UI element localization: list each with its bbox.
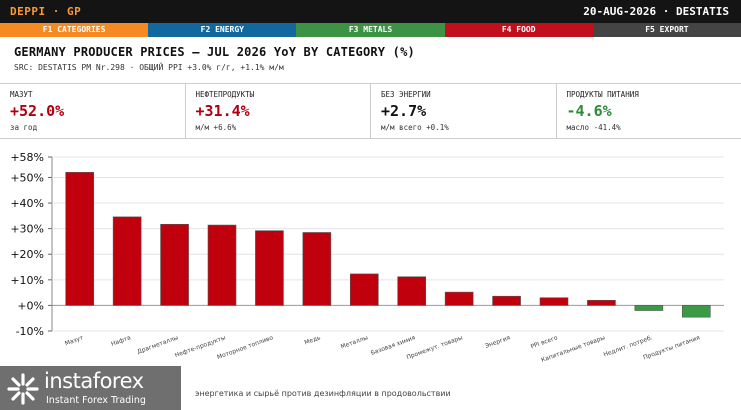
bar <box>349 273 379 306</box>
bar <box>255 230 284 306</box>
bar <box>65 172 95 306</box>
bar <box>492 295 521 306</box>
instaforex-logo-icon <box>7 373 39 405</box>
bar <box>302 232 332 306</box>
kpi-label: ПРОДУКТЫ ПИТАНИЯ <box>566 90 639 99</box>
bar <box>681 305 711 318</box>
y-tick-label: +50% <box>10 171 44 184</box>
y-tick-label: +20% <box>10 248 44 261</box>
y-tick-label: -10% <box>16 325 44 338</box>
bar-chart-svg: +58% +50% +40% +30% +20% +10% +0% -10% Мазут Нафт… <box>10 151 724 364</box>
y-tick-label: +40% <box>10 197 44 210</box>
kpi-card: МАЗУТ +52.0% за год <box>0 84 186 138</box>
kpi-sub: масло -41.4% <box>566 123 621 132</box>
x-tick-label: Мазут <box>64 334 85 347</box>
date-source: 20-AUG-2026 · DESTATIS <box>583 5 729 18</box>
bar <box>634 305 664 311</box>
watermark-logo: instaforex Instant Forex Trading <box>0 366 181 410</box>
kpi-strip: МАЗУТ +52.0% за год НЕФТЕПРОДУКТЫ +31.4%… <box>0 83 741 139</box>
logo-tagline: Instant Forex Trading <box>46 395 146 406</box>
kpi-label: НЕФТЕПРОДУКТЫ <box>195 90 255 99</box>
kpi-label: БЕЗ ЭНЕРГИИ <box>381 90 431 99</box>
y-tick-label: +10% <box>10 274 44 287</box>
bar <box>587 299 616 306</box>
bar <box>112 216 142 306</box>
page-title: GERMANY PRODUCER PRICES — JUL 2026 YoY B… <box>14 45 415 59</box>
kpi-value: +52.0% <box>10 102 65 120</box>
logo-name: instaforex <box>44 369 144 393</box>
bar <box>207 224 237 306</box>
bar-chart: +58% +50% +40% +30% +20% +10% +0% -10% Мазут Нафт… <box>0 145 741 385</box>
bar <box>397 276 427 306</box>
kpi-card: ПРОДУКТЫ ПИТАНИЯ -4.6% масло -41.4% <box>557 84 741 138</box>
kpi-value: +2.7% <box>381 102 427 120</box>
x-tick-label: Нафта <box>110 334 132 348</box>
chart-header: GERMANY PRODUCER PRICES — JUL 2026 YoY B… <box>14 45 729 72</box>
function-key-bar: F1 CATEGORIES F2 ENERGY F3 METALS F4 FOO… <box>0 23 741 37</box>
bar <box>444 291 474 306</box>
y-tick-label: +0% <box>17 299 44 312</box>
tab-energy[interactable]: F2 ENERGY <box>148 23 297 37</box>
kpi-sub: м/м +6.6% <box>195 123 237 132</box>
top-bar: DEPPI · GP 20-AUG-2026 · DESTATIS <box>0 0 741 23</box>
tab-export[interactable]: F5 EXPORT <box>592 23 741 37</box>
kpi-value: +31.4% <box>195 102 250 120</box>
kpi-value: -4.6% <box>566 102 612 120</box>
tab-categories[interactable]: F1 CATEGORIES <box>0 23 149 37</box>
x-tick-label: Металлы <box>340 334 369 350</box>
y-tick-label: +30% <box>10 223 44 236</box>
kpi-sub: за год <box>10 123 38 132</box>
kpi-card: НЕФТЕПРОДУКТЫ +31.4% м/м +6.6% <box>186 84 371 138</box>
app-brand: DEPPI · GP <box>10 5 82 18</box>
tab-food[interactable]: F4 FOOD <box>444 23 593 37</box>
chart-footnote: энергетика и сырьё против дезинфляции в … <box>195 389 451 398</box>
x-tick-label: Энергия <box>484 334 511 350</box>
tab-metals[interactable]: F3 METALS <box>296 23 445 37</box>
bar <box>539 297 569 306</box>
kpi-sub: м/м всего +0.1% <box>381 123 449 132</box>
source-line: SRC: DESTATIS PM Nr.298 · ОБЩИЙ PPI +3.0… <box>14 63 284 72</box>
kpi-label: МАЗУТ <box>10 90 33 99</box>
kpi-card: БЕЗ ЭНЕРГИИ +2.7% м/м всего +0.1% <box>371 84 557 138</box>
x-tick-label: PPI всего <box>530 334 559 350</box>
y-tick-label: +58% <box>10 151 44 164</box>
bar <box>160 223 189 306</box>
x-tick-label: Медь <box>304 334 322 346</box>
